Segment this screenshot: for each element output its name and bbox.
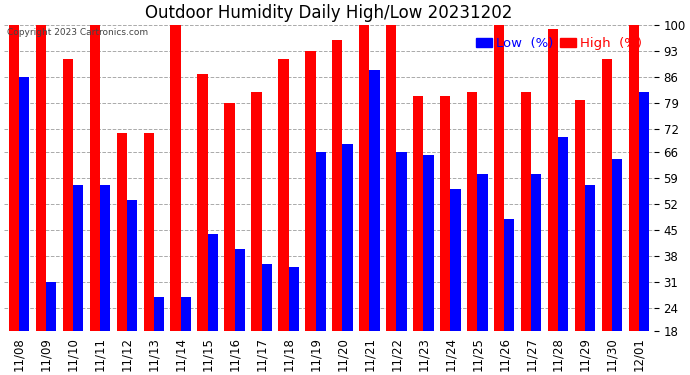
Bar bbox=[63, 58, 73, 331]
Bar bbox=[251, 92, 262, 331]
Bar bbox=[117, 133, 127, 331]
Bar bbox=[612, 159, 622, 331]
Bar bbox=[278, 58, 288, 331]
Bar bbox=[224, 104, 235, 331]
Bar bbox=[575, 100, 585, 331]
Bar bbox=[288, 267, 299, 331]
Bar bbox=[548, 29, 558, 331]
Bar bbox=[585, 185, 595, 331]
Bar bbox=[19, 77, 29, 331]
Text: Copyright 2023 Cartronics.com: Copyright 2023 Cartronics.com bbox=[8, 28, 148, 37]
Bar bbox=[100, 185, 110, 331]
Bar bbox=[602, 58, 612, 331]
Bar bbox=[467, 92, 477, 331]
Bar bbox=[36, 25, 46, 331]
Bar bbox=[208, 234, 218, 331]
Bar bbox=[451, 189, 460, 331]
Bar bbox=[386, 25, 397, 331]
Bar bbox=[315, 152, 326, 331]
Bar bbox=[424, 156, 433, 331]
Bar bbox=[359, 25, 369, 331]
Bar bbox=[629, 25, 639, 331]
Bar bbox=[154, 297, 164, 331]
Bar bbox=[504, 219, 515, 331]
Bar bbox=[90, 25, 100, 331]
Bar bbox=[531, 174, 542, 331]
Bar bbox=[521, 92, 531, 331]
Bar bbox=[9, 25, 19, 331]
Bar bbox=[333, 40, 342, 331]
Bar bbox=[369, 70, 380, 331]
Bar bbox=[170, 25, 181, 331]
Bar bbox=[144, 133, 154, 331]
Bar bbox=[73, 185, 83, 331]
Bar bbox=[197, 74, 208, 331]
Bar bbox=[494, 25, 504, 331]
Bar bbox=[342, 144, 353, 331]
Bar bbox=[127, 200, 137, 331]
Title: Outdoor Humidity Daily High/Low 20231202: Outdoor Humidity Daily High/Low 20231202 bbox=[146, 4, 513, 22]
Legend: Low  (%), High  (%): Low (%), High (%) bbox=[471, 32, 647, 55]
Bar bbox=[235, 249, 245, 331]
Bar bbox=[305, 51, 315, 331]
Bar bbox=[639, 92, 649, 331]
Bar bbox=[413, 96, 424, 331]
Bar bbox=[262, 264, 272, 331]
Bar bbox=[46, 282, 56, 331]
Bar bbox=[181, 297, 191, 331]
Bar bbox=[397, 152, 406, 331]
Bar bbox=[558, 137, 569, 331]
Bar bbox=[477, 174, 488, 331]
Bar bbox=[440, 96, 451, 331]
